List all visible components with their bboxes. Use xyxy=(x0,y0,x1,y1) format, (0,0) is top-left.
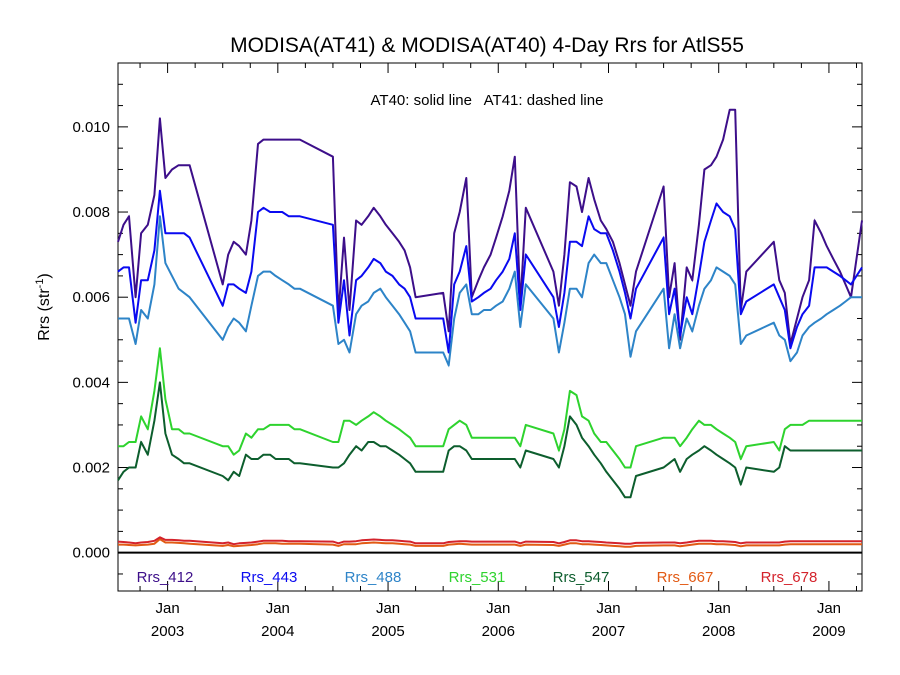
x-tick-label-month: Jan xyxy=(817,600,841,617)
y-axis-label-group: Rrs (str-1) xyxy=(34,273,53,341)
x-tick-label-year: 2006 xyxy=(482,623,515,640)
y-tick-label: 0.004 xyxy=(72,374,110,391)
series-dashed-line-rrs-547 xyxy=(117,382,862,498)
x-tick-label-year: 2008 xyxy=(702,623,735,640)
legend: Rrs_412 Rrs_443 Rrs_488 Rrs_531 Rrs_547 Rrs_6… xyxy=(137,569,818,586)
plot-frame xyxy=(117,62,863,592)
x-tick-label-year: 2003 xyxy=(151,623,184,640)
series-dashed-line-rrs-488 xyxy=(118,216,862,368)
series-line-rrs-488 xyxy=(118,215,862,367)
legend-entry-rrs-547: Rrs_547 xyxy=(553,569,610,586)
x-tick-label-month: Jan xyxy=(707,600,731,617)
series-dashed-line-rrs-678 xyxy=(117,536,862,545)
x-tick-label-month: Jan xyxy=(486,600,510,617)
x-tick-label-year: 2005 xyxy=(371,623,404,640)
series-dashed-line-rrs-412 xyxy=(117,109,863,345)
y-tick-label: 0.006 xyxy=(72,289,110,306)
y-tick-label: 0.008 xyxy=(72,204,110,221)
y-tick-label: 0.000 xyxy=(72,545,110,562)
x-tick-label-year: 2004 xyxy=(261,623,294,640)
legend-entry-rrs-667: Rrs_667 xyxy=(657,569,714,586)
series-dashed-line-rrs-531 xyxy=(118,348,862,469)
legend-entry-rrs-678: Rrs_678 xyxy=(761,569,818,586)
series-line-rrs-531 xyxy=(118,347,862,469)
y-tick-label: 0.010 xyxy=(72,119,110,136)
legend-entry-rrs-531: Rrs_531 xyxy=(449,569,506,586)
series-line-rrs-547 xyxy=(117,381,862,499)
x-tick-label-month: Jan xyxy=(266,600,290,617)
legend-entry-rrs-412: Rrs_412 xyxy=(137,569,194,586)
x-tick-label-month: Jan xyxy=(596,600,620,617)
x-tick-label-month: Jan xyxy=(376,600,400,617)
chart-title: MODISA(AT41) & MODISA(AT40) 4-Day Rrs fo… xyxy=(230,34,744,57)
x-tick-label-year: 2009 xyxy=(812,623,845,640)
series-dashed-line-rrs-443 xyxy=(117,190,863,353)
x-tick-label-year: 2007 xyxy=(592,623,625,640)
series-line-rrs-443 xyxy=(117,189,863,354)
series-dashed-line-rrs-667 xyxy=(118,538,862,548)
y-tick-label: 0.002 xyxy=(72,460,110,477)
y-axis-label-main: Rrs (str xyxy=(36,288,53,341)
legend-entry-rrs-488: Rrs_488 xyxy=(345,569,402,586)
plot-area: 0.000 0.002 0.004 0.006 0.008 0.010 Jan 2003 Jan… xyxy=(72,62,863,640)
y-axis-label: Rrs (str-1) xyxy=(34,273,53,341)
chart-annotation: AT40: solid line AT41: dashed line xyxy=(371,92,604,109)
y-axis-label-close: ) xyxy=(36,273,53,278)
series-line-rrs-412 xyxy=(117,108,863,345)
legend-entry-rrs-443: Rrs_443 xyxy=(241,569,298,586)
y-axis-label-sup: -1 xyxy=(34,279,46,289)
x-tick-label-month: Jan xyxy=(156,600,180,617)
